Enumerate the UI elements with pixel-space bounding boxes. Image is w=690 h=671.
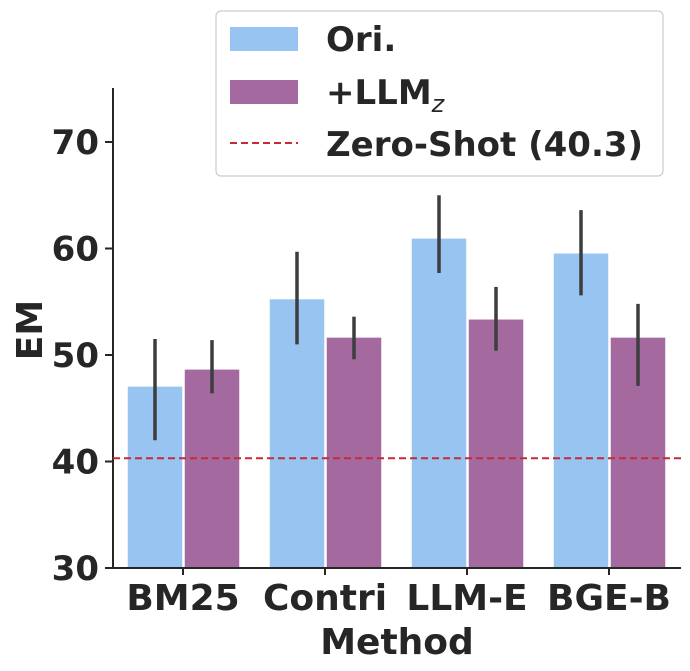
- legend-label-zero-shot: Zero-Shot (40.3): [326, 125, 643, 165]
- legend-label-llm-main: +LLM: [326, 73, 432, 113]
- x-tick-label: LLM-E: [406, 578, 527, 619]
- y-tick-label: 60: [52, 230, 99, 270]
- y-axis-label: EM: [10, 300, 51, 360]
- bar-llm-e-series-1: [467, 318, 525, 569]
- x-tick-label: BM25: [126, 578, 239, 619]
- bar-llm-e-series-0: [410, 237, 468, 569]
- y-tick-label: 50: [52, 336, 99, 376]
- bar-bge-b-series-0: [552, 252, 610, 569]
- legend-label-llm: +LLMz: [326, 73, 446, 118]
- legend-swatch-ori: [230, 27, 298, 51]
- legend-swatch-llm: [230, 80, 298, 104]
- x-tick-label: BGE-B: [547, 578, 671, 619]
- legend-label-llm-sub: z: [431, 90, 446, 118]
- legend-label-ori: Ori.: [326, 20, 396, 60]
- y-tick-label: 40: [52, 443, 99, 483]
- legend-frame: [215, 10, 664, 177]
- y-tick-label: 70: [52, 123, 99, 163]
- legend: Ori. +LLMz Zero-Shot (40.3): [215, 10, 664, 177]
- x-axis-label: Method: [320, 622, 474, 663]
- x-tick-label: Contri: [263, 578, 387, 619]
- bar-bm25-series-1: [183, 368, 241, 569]
- y-tick-label: 30: [52, 549, 99, 589]
- bar-contri-series-1: [325, 336, 383, 569]
